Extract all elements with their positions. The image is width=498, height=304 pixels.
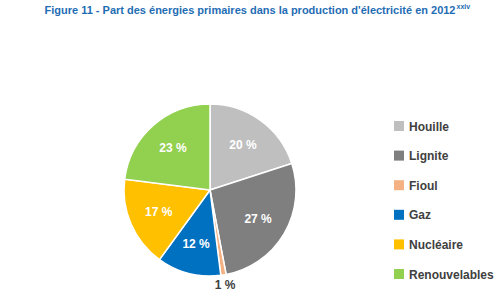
pie-slice	[210, 163, 296, 274]
legend-swatch	[394, 151, 404, 161]
legend-label: Lignite	[409, 149, 449, 163]
data-label: 1 %	[215, 278, 236, 292]
chart: Figure 11 - Part des énergies primaires …	[0, 0, 498, 304]
data-label: 27 %	[244, 212, 272, 226]
title: Figure 11 - Part des énergies primaires …	[45, 4, 456, 16]
data-labels: 20 % 27 % 1 % 12 % 17 % 23 %	[145, 138, 272, 292]
legend-swatch	[394, 180, 404, 190]
title-line: Figure 11 - Part des énergies primaires …	[45, 4, 456, 16]
legend-swatch	[394, 121, 404, 131]
legend-swatch	[394, 269, 404, 279]
legend-label: Nucléaire	[409, 238, 463, 252]
title-note: xxiv	[457, 3, 471, 10]
legend-label: Renouvelables	[409, 268, 494, 282]
data-label: 17 %	[145, 205, 173, 219]
data-label: 23 %	[159, 141, 187, 155]
legend-label: Houille	[409, 120, 449, 134]
legend-label: Fioul	[409, 179, 438, 193]
legend-swatch	[394, 210, 404, 220]
data-label: 20 %	[229, 138, 257, 152]
legend: Houille Lignite Fioul Gaz Nucléaire Renouvela…	[394, 120, 494, 282]
pie	[124, 104, 296, 276]
data-label: 12 %	[182, 237, 210, 251]
pie-slice	[124, 179, 210, 259]
pie-slice	[125, 104, 210, 190]
legend-label: Gaz	[409, 208, 431, 222]
legend-swatch	[394, 239, 404, 249]
